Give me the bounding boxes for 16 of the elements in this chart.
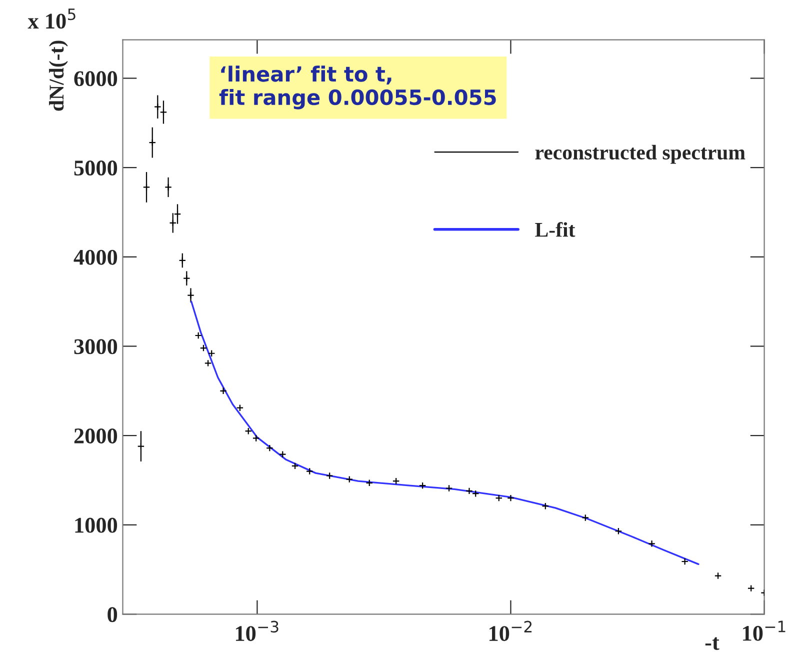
y-tick-label: 5000 [74,160,118,176]
y-tick-label: 6000 [74,71,118,86]
x-tick-label: 10$^{−2}$ [490,620,532,642]
x-axis-title: -t [705,637,720,650]
x-tick-label: 10$^{−3}$ [236,620,278,642]
y-axis-title: dN/d(-t) [49,40,68,111]
y-tick-label: 0 [108,607,118,622]
y-tick-label: 2000 [74,428,118,444]
y-tick-label: 3000 [74,339,118,354]
y-tick-label: 1000 [75,518,118,533]
legend-label: reconstructed spectrum [535,144,746,164]
text: x 10$^{5}$ [28,8,76,29]
x-tick-label: 10$^{−1}$ [743,620,786,641]
annotation: ‘linear’ fit to t, fit range 0.00055-0.055 [219,66,496,110]
legend-label: L-fit [535,222,576,237]
y-tick-label: 4000 [74,250,118,265]
